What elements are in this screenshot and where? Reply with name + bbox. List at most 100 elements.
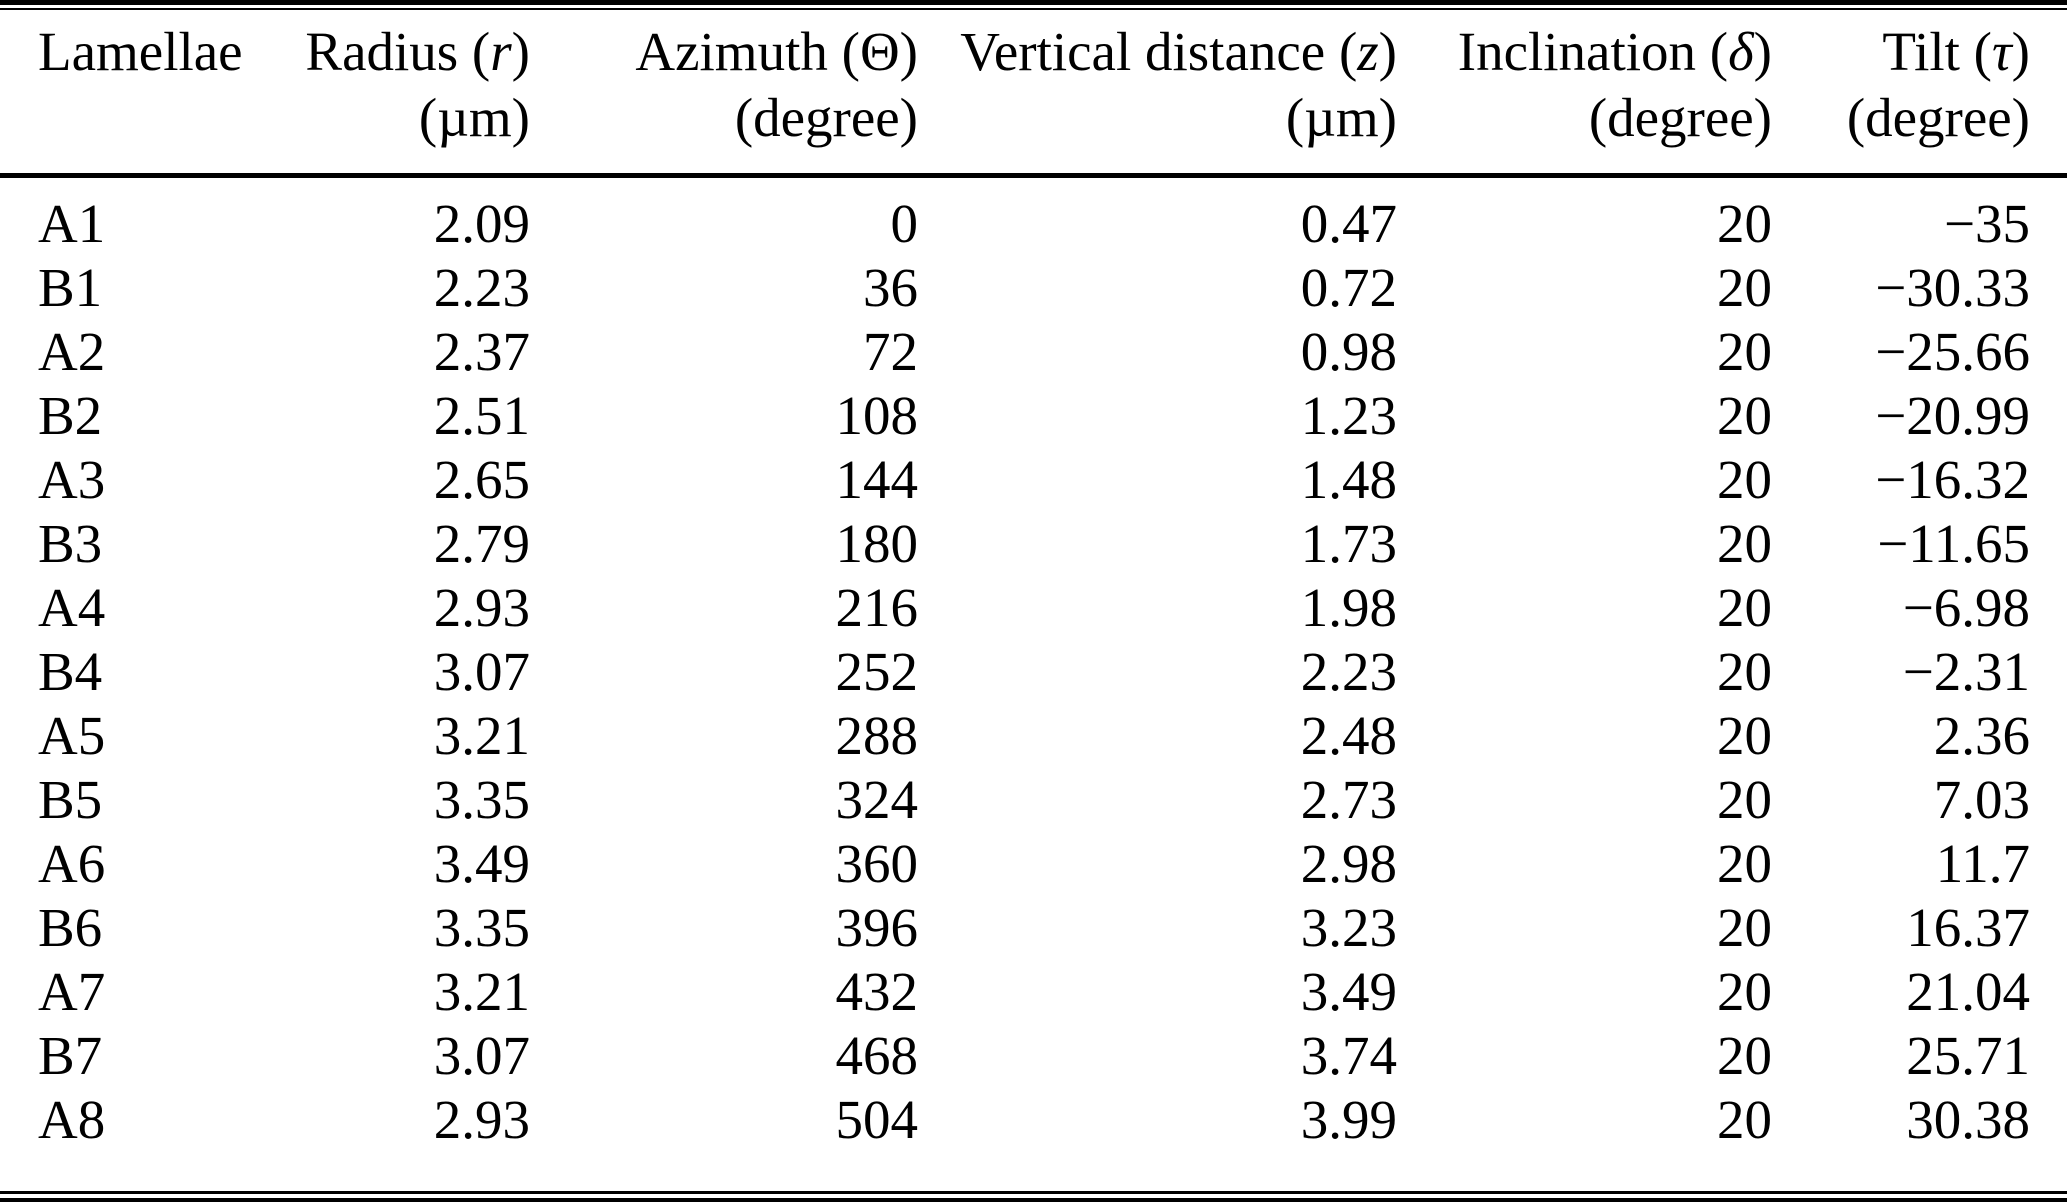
header-text: Vertical distance ( bbox=[960, 21, 1358, 82]
column-header-inclination: Inclination (δ) bbox=[1397, 9, 1772, 84]
cell-inclination: 20 bbox=[1717, 513, 1772, 574]
cell-inclination: 20 bbox=[1717, 897, 1772, 958]
cell-lamellae: B3 bbox=[38, 513, 103, 574]
cell-tilt: −16.32 bbox=[1875, 449, 2030, 510]
cell-lamellae: A1 bbox=[38, 193, 106, 254]
cell-vertical-distance: 2.98 bbox=[1300, 833, 1397, 894]
column-unit-azimuth: (degree) bbox=[734, 87, 918, 148]
cell-tilt: −30.33 bbox=[1875, 257, 2030, 318]
cell-lamellae: A5 bbox=[38, 705, 106, 766]
column-unit-radius: (µm) bbox=[418, 87, 530, 148]
cell-vertical-distance: 1.73 bbox=[1300, 513, 1397, 574]
cell-lamellae: A4 bbox=[38, 577, 106, 638]
cell-lamellae: B6 bbox=[38, 897, 103, 958]
column-unit-inclination: (degree) bbox=[1588, 87, 1772, 148]
cell-vertical-distance: 3.99 bbox=[1300, 1089, 1397, 1150]
table-header: Lamellae Radius (r) Azimuth (Θ) Vertical… bbox=[0, 9, 2067, 176]
cell-radius: 2.09 bbox=[433, 193, 530, 254]
cell-tilt: −25.66 bbox=[1875, 321, 2030, 382]
cell-vertical-distance: 2.23 bbox=[1300, 641, 1397, 702]
cell-vertical-distance: 3.49 bbox=[1300, 961, 1397, 1022]
header-symbol-z: z bbox=[1357, 21, 1379, 82]
table-row: A5 3.21 288 2.48 20 2.36 bbox=[0, 704, 2067, 768]
cell-tilt: 2.36 bbox=[1933, 705, 2030, 766]
cell-azimuth: 504 bbox=[835, 1089, 919, 1150]
cell-azimuth: 216 bbox=[835, 577, 919, 638]
cell-vertical-distance: 0.47 bbox=[1300, 193, 1397, 254]
cell-azimuth: 396 bbox=[835, 897, 919, 958]
cell-radius: 3.07 bbox=[433, 1025, 530, 1086]
cell-vertical-distance: 2.73 bbox=[1300, 769, 1397, 830]
table-row: A3 2.65 144 1.48 20 −16.32 bbox=[0, 448, 2067, 512]
cell-radius: 2.93 bbox=[433, 1089, 530, 1150]
cell-lamellae: A6 bbox=[38, 833, 106, 894]
header-text: ) bbox=[1378, 21, 1397, 82]
table-row: B2 2.51 108 1.23 20 −20.99 bbox=[0, 384, 2067, 448]
cell-azimuth: 0 bbox=[890, 193, 919, 254]
column-header-tilt: Tilt (τ) bbox=[1772, 9, 2067, 84]
table-row: B5 3.35 324 2.73 20 7.03 bbox=[0, 768, 2067, 832]
header-row-units: (µm) (degree) (µm) (degree) (degree) bbox=[0, 84, 2067, 176]
top-rule-thick bbox=[0, 0, 2067, 5]
cell-lamellae: A2 bbox=[38, 321, 106, 382]
cell-radius: 3.21 bbox=[433, 705, 530, 766]
column-header-azimuth: Azimuth (Θ) bbox=[530, 9, 918, 84]
cell-radius: 2.51 bbox=[433, 385, 530, 446]
cell-lamellae: B4 bbox=[38, 641, 103, 702]
cell-inclination: 20 bbox=[1717, 257, 1772, 318]
table-row: B4 3.07 252 2.23 20 −2.31 bbox=[0, 640, 2067, 704]
column-header-lamellae: Lamellae bbox=[0, 9, 300, 84]
cell-azimuth: 180 bbox=[835, 513, 919, 574]
table-row: A8 2.93 504 3.99 20 30.38 bbox=[0, 1088, 2067, 1152]
cell-tilt: 16.37 bbox=[1906, 897, 2030, 958]
cell-inclination: 20 bbox=[1717, 769, 1772, 830]
column-unit-vertical-distance: (µm) bbox=[1285, 87, 1397, 148]
cell-inclination: 20 bbox=[1717, 193, 1772, 254]
table-body: A1 2.09 0 0.47 20 −35 B1 2.23 36 0.72 20 −30.33 A2 2.… bbox=[0, 176, 2067, 1153]
cell-azimuth: 360 bbox=[835, 833, 919, 894]
header-text: ) bbox=[1753, 21, 1772, 82]
column-unit-lamellae bbox=[0, 84, 300, 176]
cell-inclination: 20 bbox=[1717, 641, 1772, 702]
lamellae-parameters-table: Lamellae Radius (r) Azimuth (Θ) Vertical… bbox=[0, 9, 2067, 1152]
table-row: B7 3.07 468 3.74 20 25.71 bbox=[0, 1024, 2067, 1088]
header-row-labels: Lamellae Radius (r) Azimuth (Θ) Vertical… bbox=[0, 9, 2067, 84]
cell-inclination: 20 bbox=[1717, 385, 1772, 446]
cell-radius: 3.21 bbox=[433, 961, 530, 1022]
header-text: Azimuth ( bbox=[635, 21, 860, 82]
cell-radius: 2.23 bbox=[433, 257, 530, 318]
bottom-rule-thin bbox=[0, 1191, 2067, 1194]
header-text: Tilt ( bbox=[1882, 21, 1992, 82]
header-text: Inclination ( bbox=[1457, 21, 1729, 82]
cell-radius: 2.37 bbox=[433, 321, 530, 382]
column-header-radius: Radius (r) bbox=[300, 9, 530, 84]
cell-tilt: −35 bbox=[1943, 193, 2030, 254]
header-symbol-tau: τ bbox=[1991, 21, 2012, 82]
cell-lamellae: B5 bbox=[38, 769, 103, 830]
cell-azimuth: 36 bbox=[863, 257, 918, 318]
table-row: A4 2.93 216 1.98 20 −6.98 bbox=[0, 576, 2067, 640]
table-row: A1 2.09 0 0.47 20 −35 bbox=[0, 176, 2067, 257]
header-text: ) bbox=[2011, 21, 2030, 82]
cell-tilt: −2.31 bbox=[1902, 641, 2030, 702]
cell-inclination: 20 bbox=[1717, 577, 1772, 638]
cell-inclination: 20 bbox=[1717, 1025, 1772, 1086]
cell-inclination: 20 bbox=[1717, 321, 1772, 382]
header-text: ) bbox=[511, 21, 530, 82]
cell-lamellae: A3 bbox=[38, 449, 106, 510]
cell-vertical-distance: 3.74 bbox=[1300, 1025, 1397, 1086]
table-row: A2 2.37 72 0.98 20 −25.66 bbox=[0, 320, 2067, 384]
cell-inclination: 20 bbox=[1717, 961, 1772, 1022]
cell-tilt: −6.98 bbox=[1902, 577, 2030, 638]
cell-inclination: 20 bbox=[1717, 1089, 1772, 1150]
cell-tilt: 21.04 bbox=[1906, 961, 2030, 1022]
cell-vertical-distance: 0.72 bbox=[1300, 257, 1397, 318]
cell-azimuth: 144 bbox=[835, 449, 919, 510]
header-symbol-theta: Θ bbox=[859, 21, 900, 82]
header-symbol-delta: δ bbox=[1728, 21, 1754, 82]
header-symbol-r: r bbox=[490, 21, 512, 82]
cell-tilt: 25.71 bbox=[1906, 1025, 2030, 1086]
cell-radius: 3.49 bbox=[433, 833, 530, 894]
cell-vertical-distance: 1.98 bbox=[1300, 577, 1397, 638]
